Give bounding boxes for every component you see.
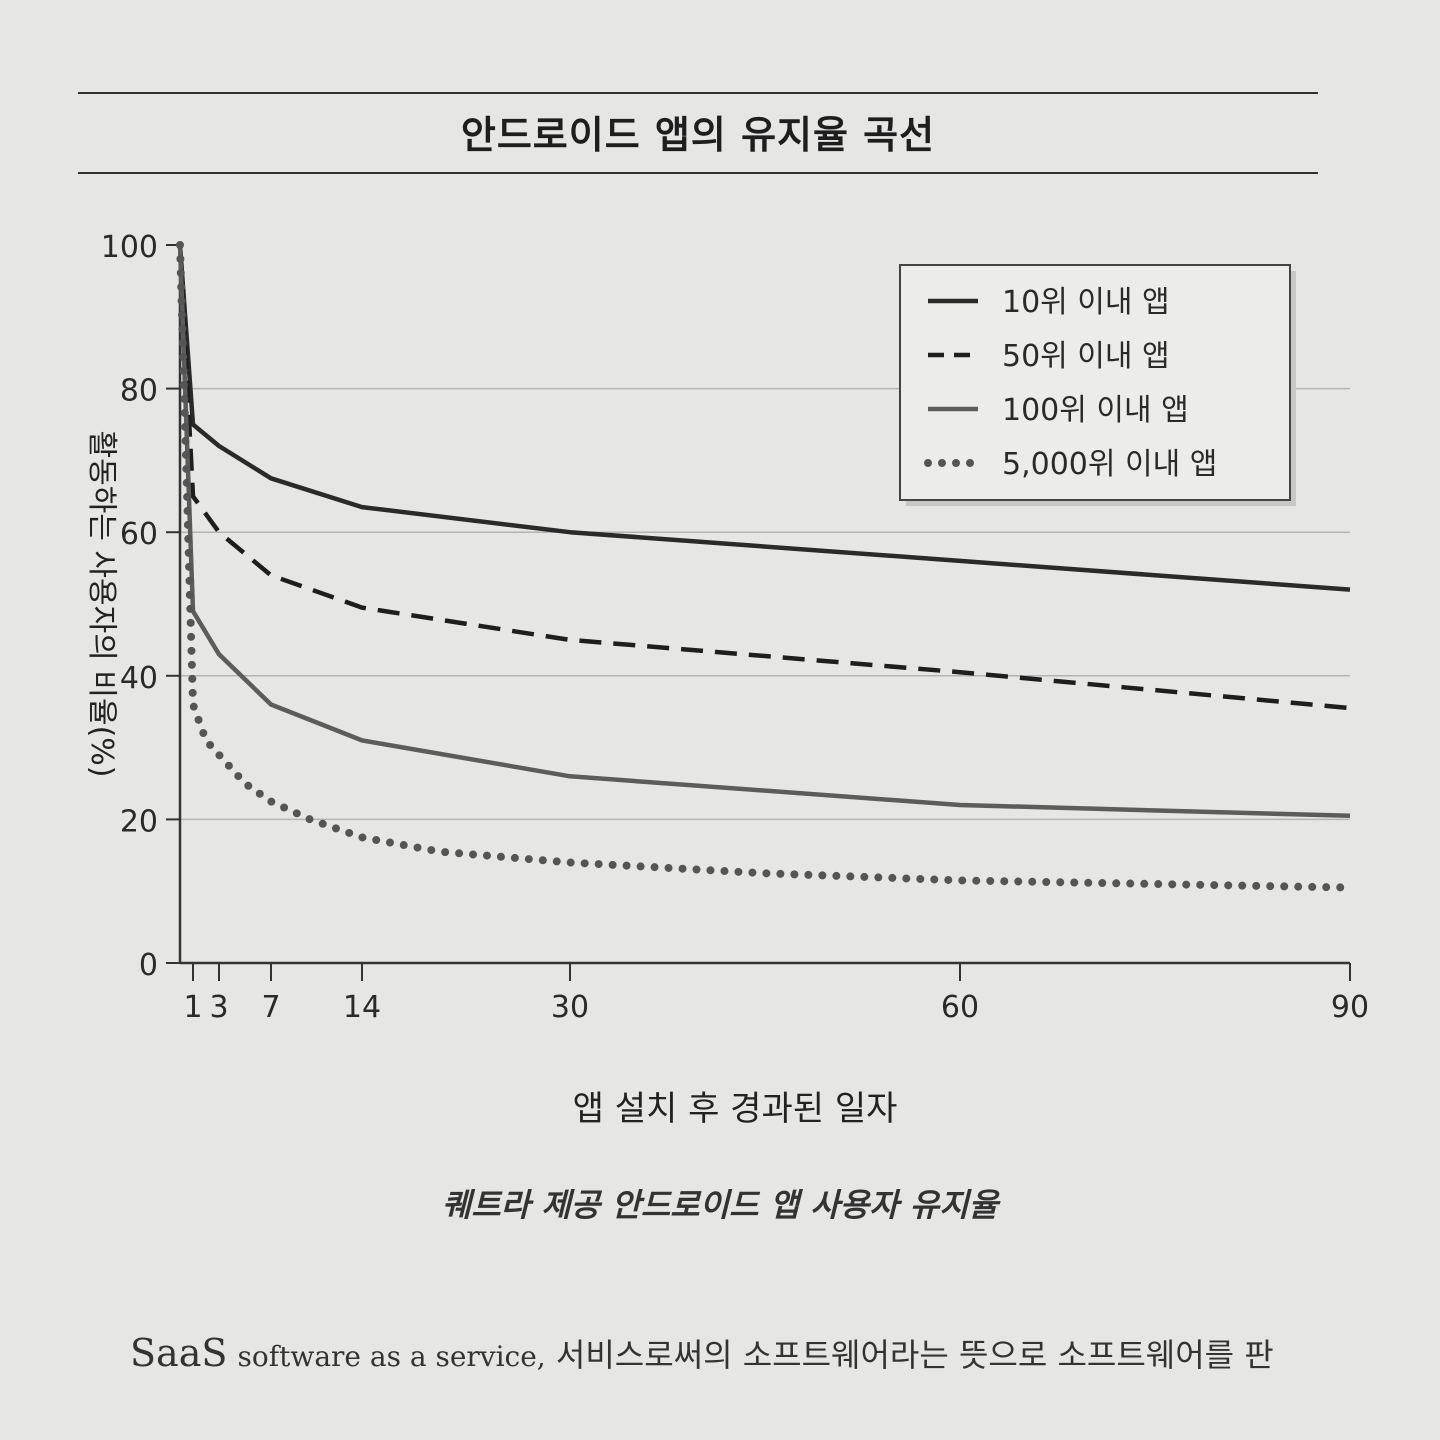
- retention-chart: 0 20 40 60 80 100 1 3 7 14 30 60 90 앱 설치 후 경과된 일자 활동하는…: [84, 230, 1369, 1129]
- chart-title: 안드로이드 앱의 유지율 곡선: [460, 113, 936, 157]
- y-tick-label-40: 40: [120, 661, 158, 696]
- y-tick-label-100: 100: [101, 230, 158, 265]
- x-tick-label-3: 3: [209, 990, 228, 1025]
- body-korean: 서비스로써의 소프트웨어라는 뜻으로 소프트웨어를 판: [555, 1336, 1274, 1374]
- x-tick-label-7: 7: [261, 990, 280, 1025]
- legend-label-1: 10위 이내 앱: [1002, 285, 1170, 320]
- x-tick-label-30: 30: [551, 990, 589, 1025]
- x-tick-label-60: 60: [941, 990, 979, 1025]
- body-paragraph: SaaS software as a service, 서비스로써의 소프트웨어…: [130, 1330, 1390, 1376]
- body-english: software as a service,: [237, 1340, 546, 1373]
- title-rule-bottom: [78, 172, 1318, 174]
- figure-caption: 퀘트라 제공 안드로이드 앱 사용자 유지율: [441, 1186, 999, 1224]
- x-axis-label: 앱 설치 후 경과된 일자: [573, 1089, 898, 1129]
- series-line-1: [177, 244, 1351, 592]
- series-line-3: [177, 244, 1351, 819]
- y-axis-label: 활동하는 사용자의 비율(%): [84, 431, 119, 778]
- series-line-2: [177, 244, 1351, 711]
- grid-lines: [180, 387, 1350, 821]
- legend-label-4: 5,000위 이내 앱: [1002, 447, 1217, 482]
- y-tick-label-0: 0: [139, 948, 158, 983]
- axes: 0 20 40 60 80 100 1 3 7 14 30 60 90 앱 설치 후 경과된 일자 활동하는…: [84, 230, 1369, 1129]
- title-rule-top: [78, 92, 1318, 94]
- x-tick-label-1: 1: [183, 990, 202, 1025]
- y-tick-label-80: 80: [120, 374, 158, 409]
- legend: 10위 이내 앱 50위 이내 앱 100위 이내 앱 5,000위 이내 앱: [899, 264, 1296, 506]
- series-lines: [176, 241, 1354, 892]
- body-term: SaaS: [130, 1331, 228, 1375]
- x-tick-label-14: 14: [343, 990, 381, 1025]
- x-tick-label-90: 90: [1331, 990, 1369, 1025]
- y-tick-label-20: 20: [120, 804, 158, 839]
- legend-box: [899, 264, 1291, 501]
- legend-label-3: 100위 이내 앱: [1002, 393, 1189, 428]
- y-tick-label-60: 60: [120, 517, 158, 552]
- legend-label-2: 50위 이내 앱: [1002, 339, 1170, 374]
- series-line-4: [176, 241, 1354, 892]
